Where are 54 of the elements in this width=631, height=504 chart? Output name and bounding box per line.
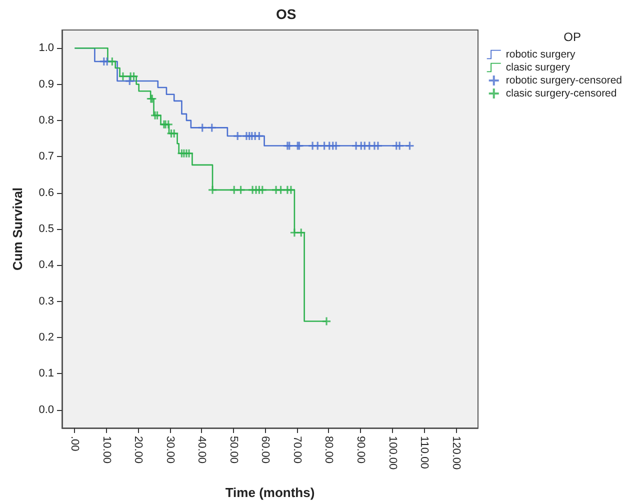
y-tick-label: 0.9 [38,78,54,90]
chart-title: OS [276,6,296,22]
x-tick-label: 40.00 [196,436,208,464]
y-tick-label: 0.5 [38,223,54,235]
legend-label: robotic surgery-censored [506,74,622,86]
point [374,142,382,150]
y-tick-label: 1.0 [38,42,54,54]
x-tick-label: 50.00 [227,436,240,464]
point [108,57,116,66]
y-tick-label: 0.1 [38,368,54,380]
y-tick-label: 0.6 [38,186,54,199]
x-tick-label: 70.00 [290,436,303,464]
point [130,72,138,80]
point [198,124,206,132]
legend-label: robotic surgery [506,48,576,60]
point [164,120,172,128]
point [185,149,194,158]
point [258,186,266,194]
point [290,228,298,237]
point [118,72,127,80]
y-tick-label: 0.0 [38,404,54,416]
x-tick-label: 90.00 [354,436,367,464]
y-tick-label: 0.8 [38,114,54,126]
point [170,129,178,138]
point [126,77,134,86]
legend-title: OP [564,30,582,44]
x-tick-label: 10.00 [100,436,112,464]
x-axis-title: Time (months) [225,485,315,500]
x-tick-label: 80.00 [322,436,335,464]
point [286,186,295,194]
point [322,317,331,326]
y-tick-label: 0.3 [38,295,54,308]
x-tick-label: 20.00 [132,436,144,464]
x-tick-label: 60.00 [259,436,272,464]
y-tick-label: 0.2 [38,332,54,344]
point [297,228,306,237]
x-tick-label: 110.00 [418,436,430,469]
point [208,124,216,132]
point [406,142,414,150]
x-tick-label: 30.00 [164,436,176,464]
legend-label: clasic surgery-censored [506,88,617,100]
point [234,132,242,140]
x-tick-label: .00 [68,436,81,452]
point [396,142,404,150]
point [332,142,340,150]
point [236,186,245,194]
x-tick-label: 120.00 [450,436,462,470]
y-tick-label: 0.7 [38,150,54,163]
point [208,186,217,194]
y-tick-label: 0.4 [38,259,54,272]
legend-label: clasic surgery [506,62,571,74]
x-tick-label: 100.00 [386,436,398,470]
y-axis-title: Cum Survival [10,187,25,271]
point [255,132,264,140]
